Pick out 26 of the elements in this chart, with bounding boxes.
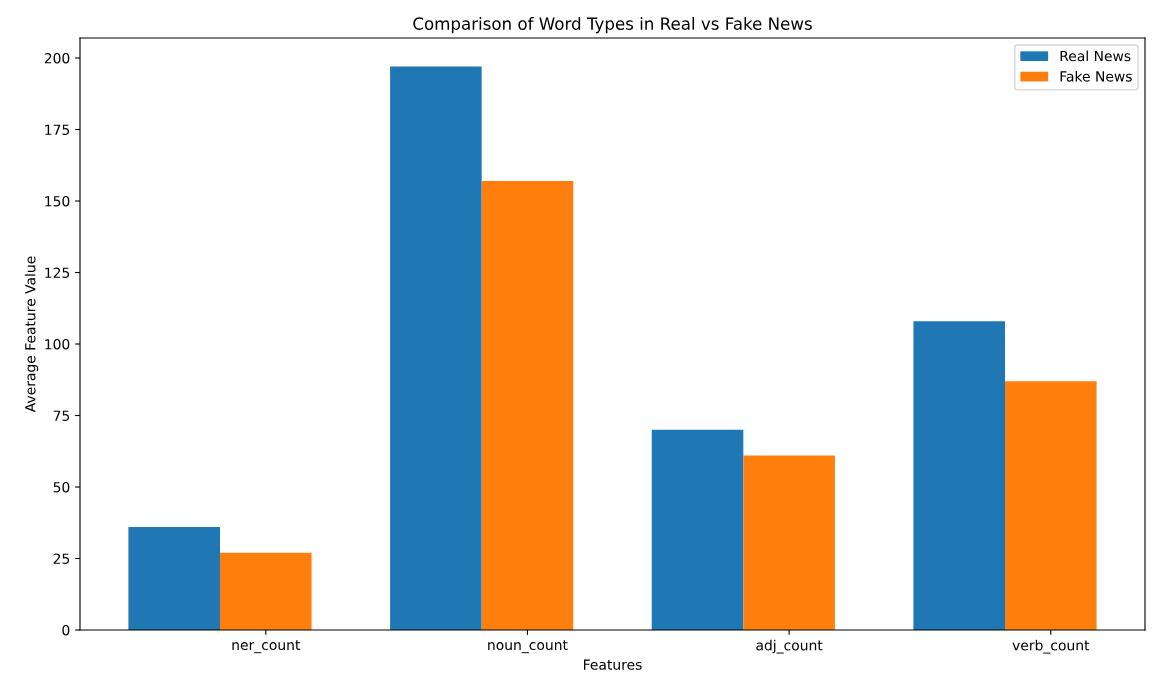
bar xyxy=(390,66,482,630)
y-tick-label: 175 xyxy=(45,124,70,135)
chart-title: Comparison of Word Types in Real vs Fake News xyxy=(413,17,812,34)
y-tick-label: 0 xyxy=(62,624,70,636)
x-tick-label: adj_count xyxy=(756,639,823,654)
y-tick-label: 150 xyxy=(45,195,70,207)
bar xyxy=(913,321,1006,630)
x-tick-label: ner_count xyxy=(232,640,301,654)
y-tick-label: 75 xyxy=(53,410,70,421)
y-tick-label: 200 xyxy=(44,52,70,64)
y-tick-label: 50 xyxy=(53,481,70,493)
legend-label: Real News xyxy=(1060,50,1131,62)
bar xyxy=(1005,381,1097,630)
y-tick-label: 25 xyxy=(53,553,70,564)
y-tick-label: 125 xyxy=(45,267,70,278)
y-axis-title: Average Feature Value xyxy=(24,256,39,413)
y-tick-label: 100 xyxy=(45,338,70,350)
x-axis-title: Features xyxy=(584,659,642,670)
bar xyxy=(651,429,744,630)
bar xyxy=(219,552,312,630)
bar xyxy=(743,455,835,630)
bar xyxy=(481,181,574,630)
bar xyxy=(128,527,220,630)
x-tick-label: verb_count xyxy=(1012,639,1090,654)
x-tick-label: noun_count xyxy=(488,640,568,654)
legend-label: Fake News xyxy=(1060,70,1132,82)
